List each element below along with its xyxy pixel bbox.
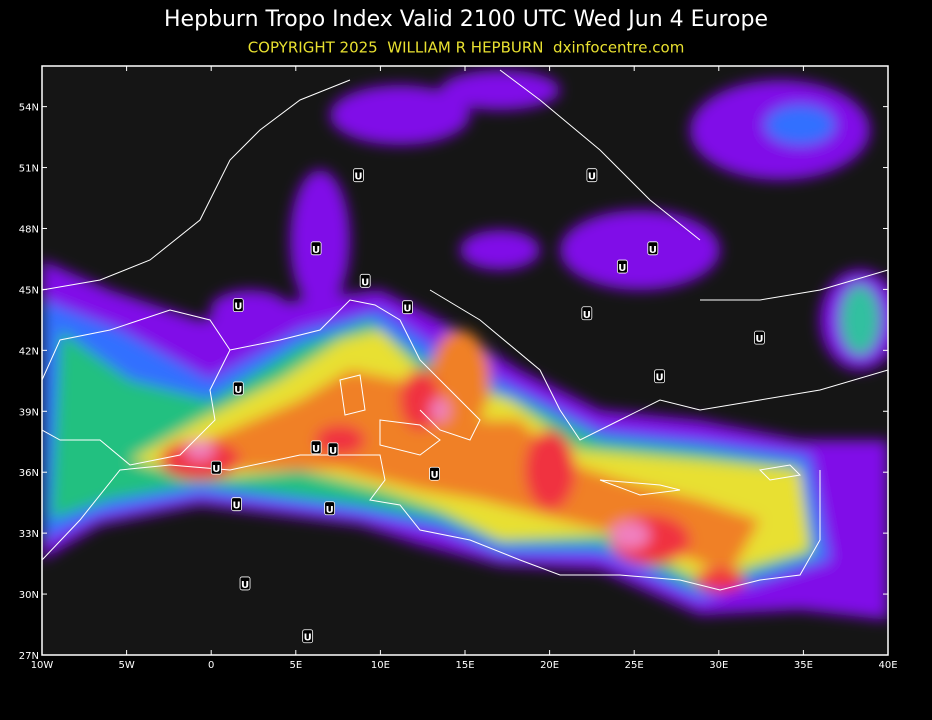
marker-label: U — [403, 304, 411, 315]
marker-label: U — [755, 334, 763, 345]
marker-box — [302, 629, 314, 644]
lat-tick-label: 36N — [19, 468, 39, 479]
marker-label: U — [618, 263, 626, 274]
marker-label: U — [656, 373, 664, 384]
lat-tick-label: 51N — [19, 164, 39, 175]
lat-tick-label: 39N — [19, 407, 39, 418]
marker-box — [647, 241, 659, 256]
marker-label: U — [649, 245, 657, 256]
title: Hepburn Tropo Index Valid 2100 UTC Wed J… — [164, 7, 768, 32]
lon-tick-label: 10W — [31, 660, 54, 671]
marker-label: U — [430, 470, 438, 481]
marker-box — [402, 300, 413, 315]
lon-tick-label: 30E — [709, 660, 728, 671]
lat-tick-label: 45N — [19, 285, 39, 296]
marker-box — [310, 241, 322, 256]
lon-tick-label: 35E — [794, 660, 813, 671]
marker-box — [232, 298, 244, 313]
lat-tick-label: 30N — [19, 590, 39, 601]
marker-label: U — [233, 501, 241, 512]
marker-box — [239, 576, 251, 591]
marker-box — [754, 330, 765, 345]
marker-box — [232, 381, 244, 396]
marker-label: U — [312, 444, 320, 455]
marker-box — [654, 369, 665, 384]
marker-label: U — [354, 172, 362, 183]
marker-label: U — [326, 505, 334, 516]
lon-tick-label: 20E — [540, 660, 559, 671]
lat-tick-label: 48N — [19, 224, 39, 235]
marker-box — [231, 497, 242, 512]
lat-tick-label: 33N — [19, 529, 39, 540]
marker-label: U — [234, 385, 242, 396]
marker-label: U — [241, 580, 249, 591]
marker-label: U — [234, 302, 242, 313]
lon-tick-label: 5E — [289, 660, 302, 671]
marker-label: U — [304, 633, 312, 644]
lat-tick-label: 42N — [19, 346, 39, 357]
marker-box — [210, 460, 222, 475]
lon-tick-label: 10E — [371, 660, 390, 671]
marker-box — [586, 168, 598, 183]
marker-box — [327, 442, 339, 457]
marker-label: U — [212, 464, 220, 475]
subtitle: COPYRIGHT 2025 WILLIAM R HEPBURN dxinfoc… — [248, 39, 685, 57]
index-field — [42, 69, 888, 620]
marker-box — [581, 306, 593, 321]
lon-tick-label: 40E — [878, 660, 897, 671]
lon-tick-label: 25E — [625, 660, 644, 671]
lon-tick-label: 15E — [455, 660, 474, 671]
lat-tick-label: 27N — [19, 651, 39, 662]
marker-box — [429, 466, 440, 481]
marker-label: U — [312, 245, 320, 256]
marker-label: U — [588, 172, 596, 183]
marker-label: U — [361, 277, 369, 288]
lon-tick-label: 5W — [118, 660, 134, 671]
lat-tick-label: 54N — [19, 103, 39, 114]
marker-label: U — [329, 446, 337, 457]
marker-box — [359, 273, 371, 288]
marker-box — [324, 501, 336, 516]
lon-tick-label: 0 — [208, 660, 214, 671]
marker-box — [616, 259, 628, 274]
marker-label: U — [583, 310, 591, 321]
marker-box — [353, 168, 364, 183]
marker-box — [310, 440, 322, 455]
